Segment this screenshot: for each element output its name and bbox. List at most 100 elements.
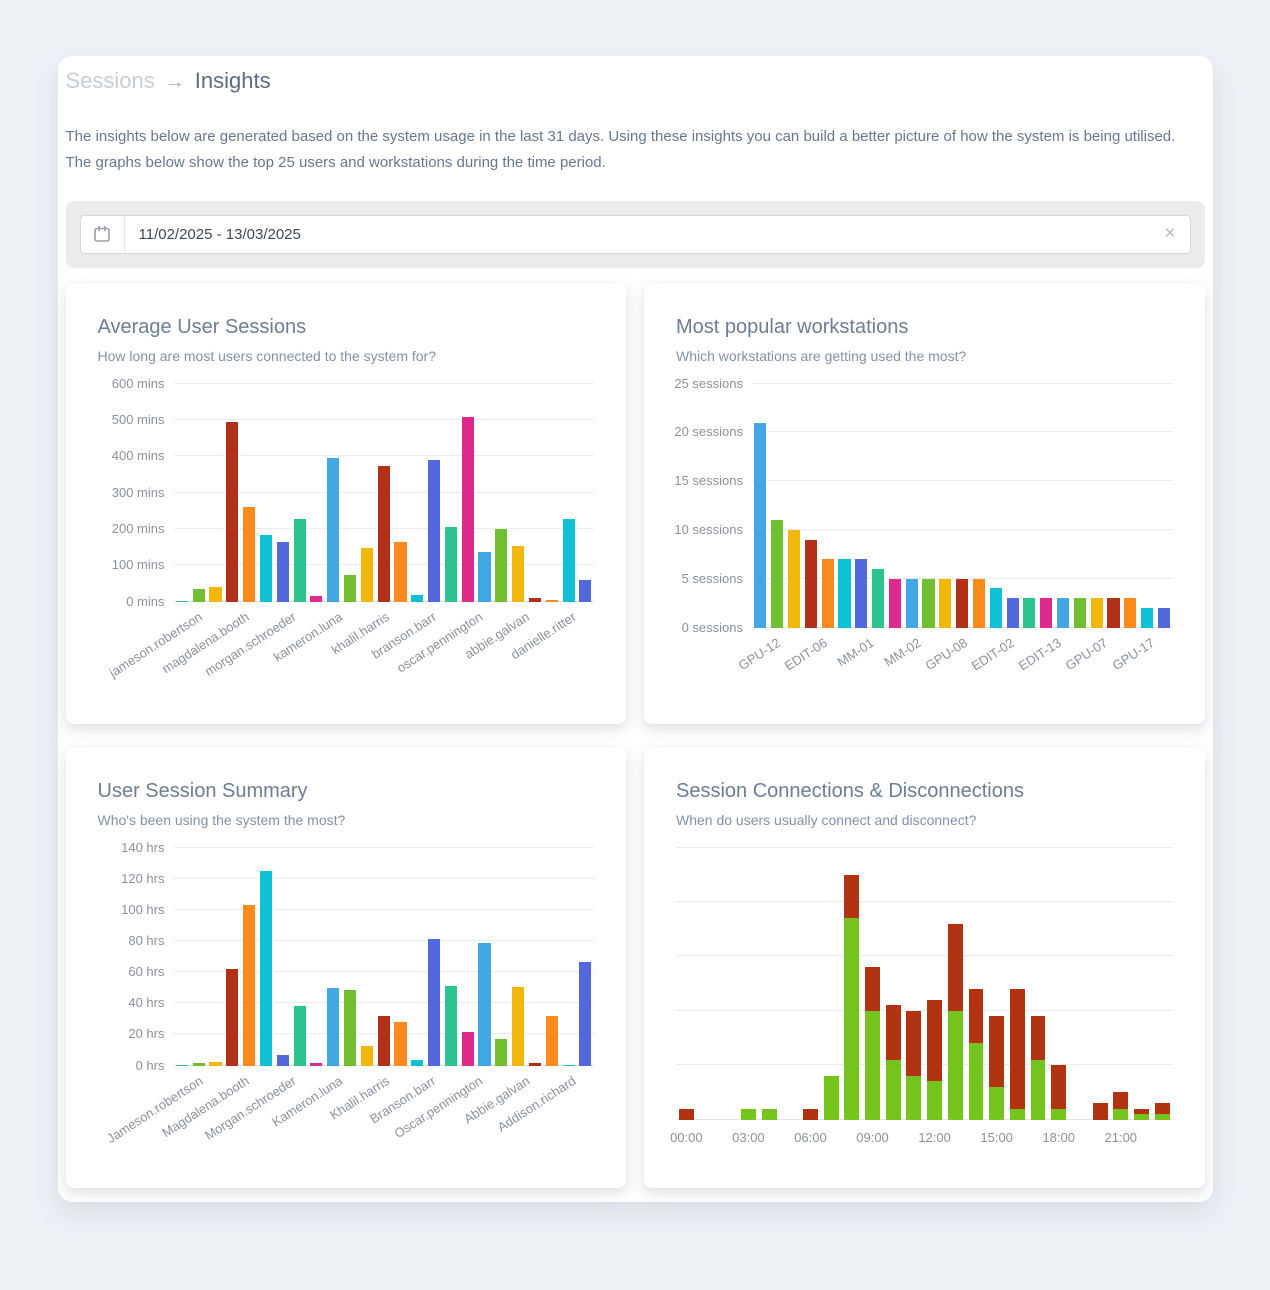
gridline xyxy=(173,971,594,973)
x-axis-label: GPU-08 xyxy=(922,634,971,673)
chart-bar xyxy=(1124,598,1137,628)
bar-slot xyxy=(1004,384,1021,628)
bar-slot xyxy=(543,384,560,602)
chart-bar xyxy=(528,598,542,602)
bar-slot xyxy=(476,384,493,602)
chart-bar xyxy=(428,460,441,602)
gridline xyxy=(173,1002,594,1004)
chart-bar xyxy=(209,1062,222,1066)
gridline xyxy=(173,908,594,910)
chart-bar-connections xyxy=(761,1108,777,1120)
chart-bar xyxy=(939,578,952,628)
gridline xyxy=(173,382,594,384)
chart-bar xyxy=(243,905,256,1066)
date-range-input[interactable] xyxy=(124,225,1151,243)
chart-bar xyxy=(838,559,851,628)
bar-slot xyxy=(308,848,325,1066)
gridline xyxy=(676,900,1173,902)
clear-date-icon[interactable]: × xyxy=(1164,223,1176,244)
chart-bar xyxy=(310,596,323,602)
chart-bar xyxy=(512,546,525,602)
chart-bar xyxy=(804,539,817,628)
chart-bar xyxy=(293,518,306,602)
date-range-picker[interactable]: × xyxy=(79,214,1191,254)
bar-slot xyxy=(1088,384,1105,628)
chart-bar xyxy=(175,1064,188,1066)
y-axis-tick: 140 hrs xyxy=(121,839,165,855)
x-axis-label: 06:00 xyxy=(794,1129,827,1145)
chart-bar xyxy=(545,1016,558,1066)
x-axis-label: GPU-17 xyxy=(1109,634,1158,673)
chart-bar-connections xyxy=(927,1081,943,1120)
y-axis-tick: 5 sessions xyxy=(681,570,743,586)
bar-slot xyxy=(426,384,443,602)
gridline xyxy=(752,577,1173,579)
bar-slot xyxy=(954,384,971,628)
bar-slot xyxy=(274,384,291,602)
y-axis-tick: 80 hrs xyxy=(128,932,165,948)
chart-title: Average User Sessions xyxy=(97,315,307,338)
chart-bar-connections xyxy=(906,1075,922,1120)
x-axis-label: EDIT-06 xyxy=(782,634,831,674)
bar-slot xyxy=(577,848,594,1066)
breadcrumb-sessions-link[interactable]: Sessions xyxy=(65,68,155,93)
bar-slot xyxy=(1055,384,1072,628)
chart-bar xyxy=(243,507,256,602)
bar-slot xyxy=(493,384,510,602)
chart-subtitle: Which workstations are getting used the … xyxy=(676,347,967,364)
bar-slot xyxy=(887,384,904,628)
bar-slot xyxy=(174,848,191,1066)
bar-slot xyxy=(510,848,527,1066)
gridline xyxy=(752,431,1173,433)
y-axis-tick: 0 hrs xyxy=(135,1057,165,1073)
chart-title: Most popular workstations xyxy=(676,315,909,338)
bar-slot xyxy=(510,384,527,602)
chart-bar xyxy=(461,1032,474,1066)
y-axis-tick: 20 hrs xyxy=(128,1026,165,1042)
bar-slot xyxy=(375,848,392,1066)
chart-bar-connections xyxy=(885,1059,901,1120)
bar-slot xyxy=(821,848,842,1120)
chart-bar xyxy=(360,547,373,602)
chart-bar xyxy=(989,588,1002,628)
bar-slot xyxy=(325,384,342,602)
bar-slot xyxy=(862,848,883,1120)
bar-slot xyxy=(1048,848,1069,1120)
x-axis-label: GPU-12 xyxy=(735,634,784,673)
chart-bar xyxy=(855,559,868,628)
chart-subtitle: How long are most users connected to the… xyxy=(97,347,437,364)
x-axis-label: 12:00 xyxy=(918,1129,951,1145)
bar-slot xyxy=(443,384,460,602)
x-axis-label: GPU-07 xyxy=(1063,634,1111,673)
breadcrumb: Sessions → Insights xyxy=(66,64,1205,94)
chart-bar xyxy=(310,1063,323,1066)
chart-bar-connections xyxy=(1134,1114,1149,1120)
bar-slot xyxy=(207,848,224,1066)
chart-bar-disconnections xyxy=(1092,1103,1108,1120)
x-axis-label: 00:00 xyxy=(670,1129,703,1145)
calendar-icon[interactable] xyxy=(81,215,125,253)
bar-slot xyxy=(1110,848,1131,1120)
chart-bar-disconnections xyxy=(968,988,984,1044)
bar-slot xyxy=(769,384,786,628)
bar-slot xyxy=(883,848,904,1120)
bar-slot xyxy=(717,848,738,1120)
bar-slot xyxy=(527,848,544,1066)
x-axis-label: EDIT-13 xyxy=(1015,634,1064,674)
chart-bar-disconnections xyxy=(1134,1108,1149,1115)
chart-bar xyxy=(411,1060,424,1066)
chart-bar xyxy=(175,600,188,602)
bar-slot xyxy=(1105,384,1122,628)
chart-bar xyxy=(1006,598,1019,628)
bar-slot xyxy=(190,848,207,1066)
bar-slot xyxy=(174,384,191,602)
chart-bar xyxy=(293,1006,306,1066)
bar-slot xyxy=(358,384,375,602)
page-description: The insights below are generated based o… xyxy=(65,128,1176,172)
gridline xyxy=(752,480,1173,482)
y-axis-tick: 20 sessions xyxy=(674,424,743,440)
bar-slot xyxy=(291,384,308,602)
chart-bar xyxy=(956,578,969,628)
chart-bar xyxy=(562,518,575,602)
chart-bar xyxy=(1141,607,1154,628)
